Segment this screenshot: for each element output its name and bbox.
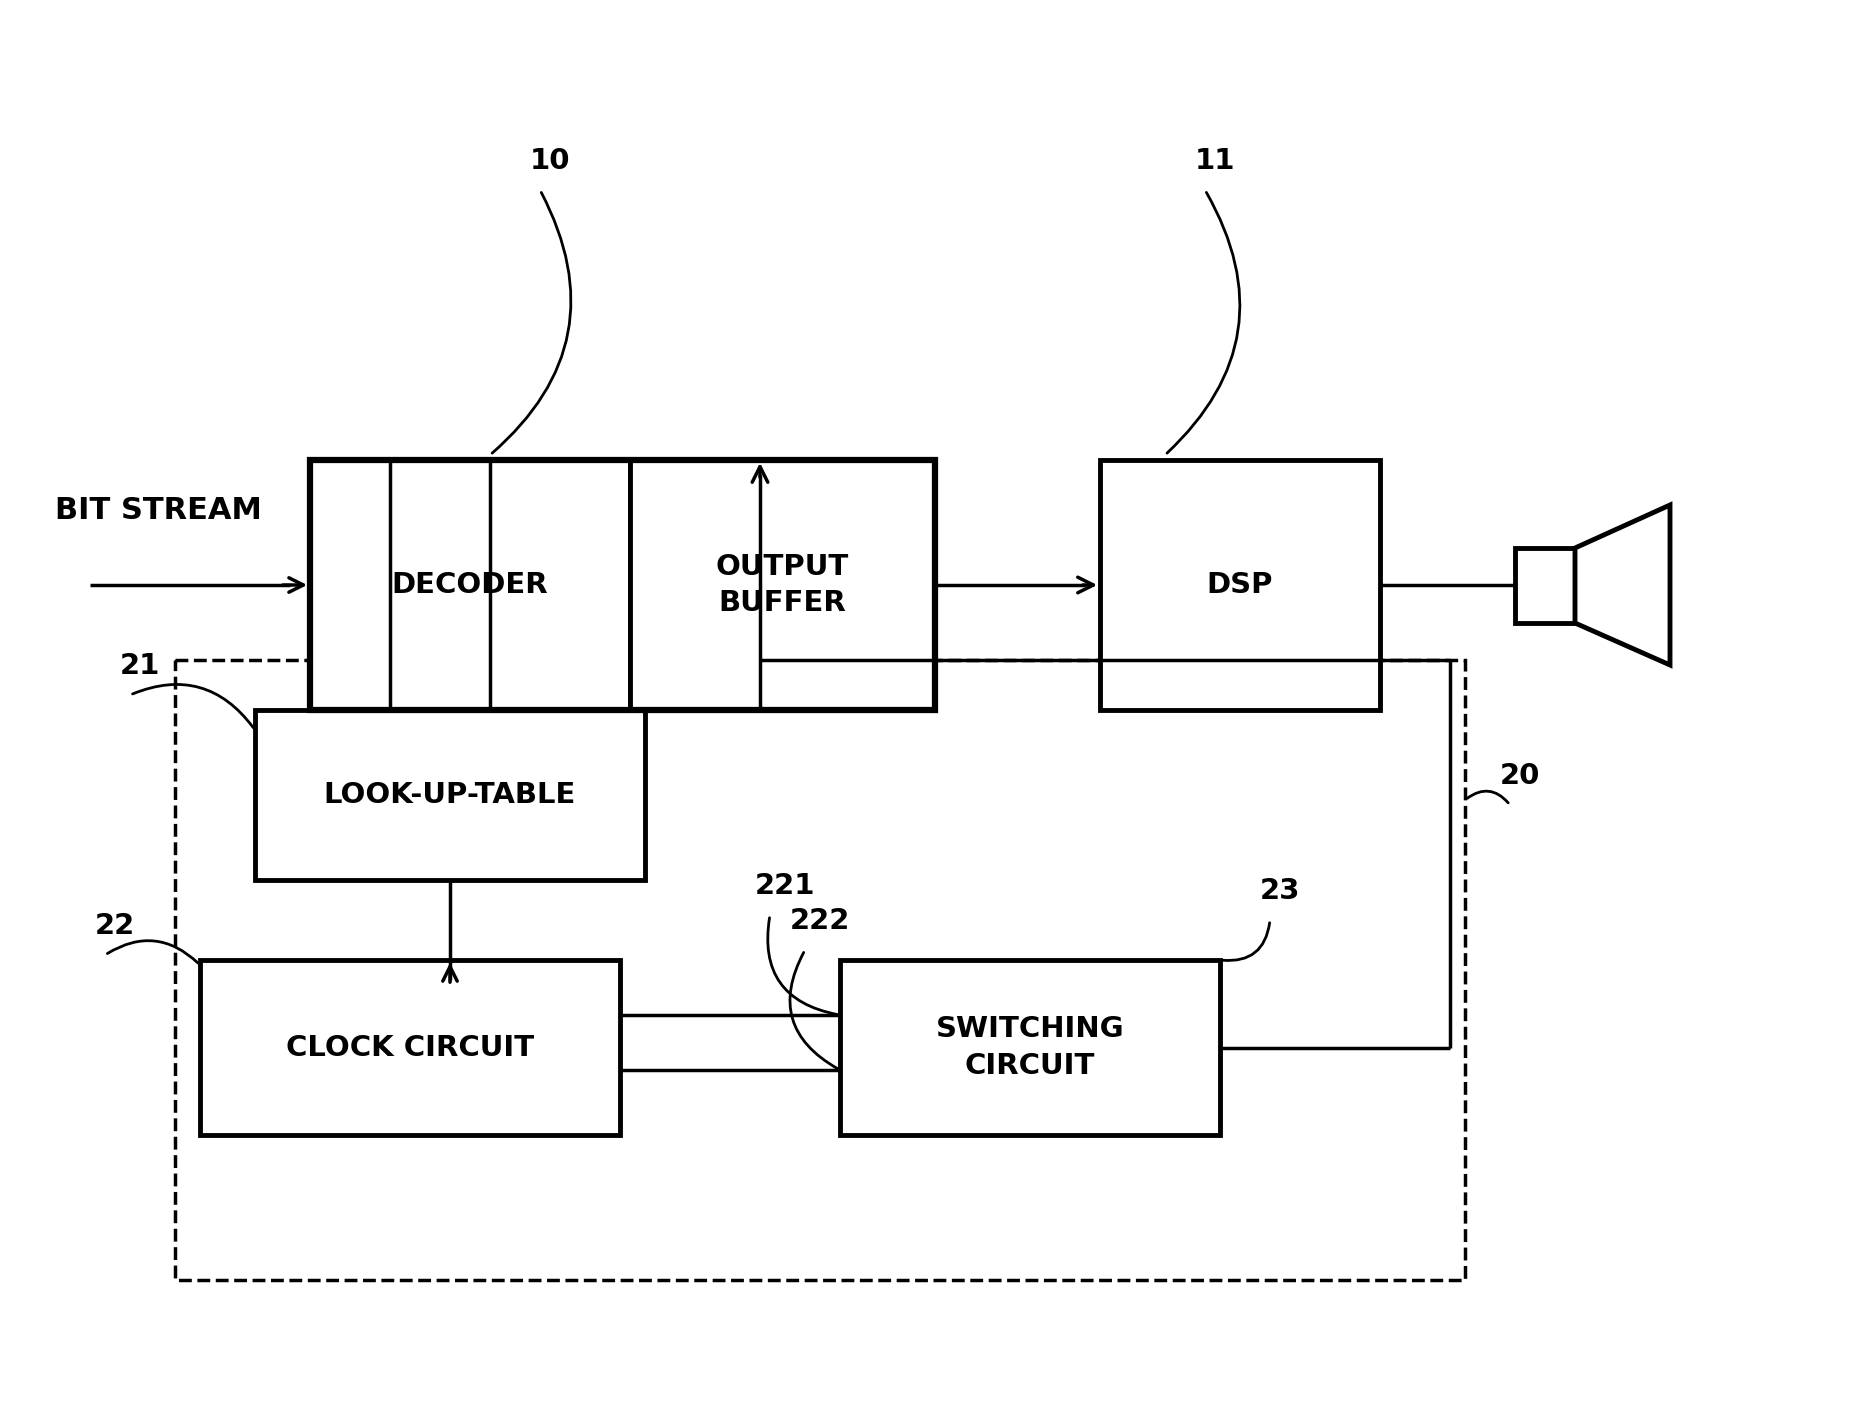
- Text: SWITCHING
CIRCUIT: SWITCHING CIRCUIT: [936, 1015, 1124, 1080]
- Text: 11: 11: [1195, 147, 1236, 175]
- Text: 222: 222: [790, 906, 850, 935]
- Text: 22: 22: [96, 912, 135, 940]
- Bar: [1099, 460, 1380, 710]
- Text: DSP: DSP: [1206, 571, 1274, 600]
- Bar: [174, 660, 1465, 1280]
- Text: 20: 20: [1500, 762, 1540, 790]
- Bar: [311, 460, 935, 710]
- Bar: [1515, 549, 1575, 624]
- Text: CLOCK CIRCUIT: CLOCK CIRCUIT: [287, 1034, 534, 1062]
- Text: LOOK-UP-TABLE: LOOK-UP-TABLE: [324, 781, 577, 809]
- Text: 23: 23: [1261, 877, 1300, 905]
- Text: 221: 221: [755, 872, 815, 899]
- Text: BIT STREAM: BIT STREAM: [54, 496, 262, 525]
- Text: 21: 21: [120, 652, 161, 680]
- Bar: [629, 460, 935, 710]
- Bar: [255, 710, 644, 880]
- Polygon shape: [1575, 505, 1671, 665]
- Text: 10: 10: [530, 147, 571, 175]
- Bar: [839, 960, 1219, 1135]
- Bar: [311, 460, 629, 710]
- Text: OUTPUT
BUFFER: OUTPUT BUFFER: [715, 553, 848, 618]
- Bar: [200, 960, 620, 1135]
- Text: DECODER: DECODER: [391, 571, 549, 600]
